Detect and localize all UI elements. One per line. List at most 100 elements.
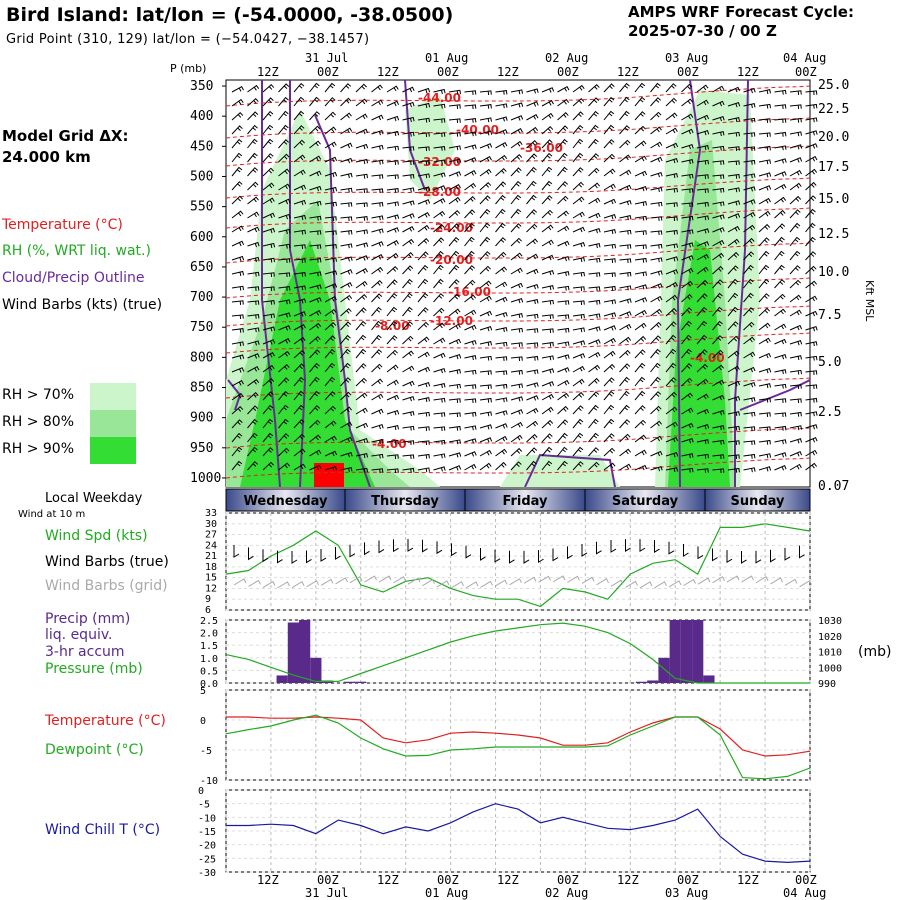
wind-barb [293,169,306,177]
wind-barb [231,152,243,163]
wind-barb [495,383,508,389]
wind-barb [324,283,338,289]
wind-barb [340,243,353,249]
wind-barb [634,215,647,221]
wind-barb [464,236,475,247]
wind-barb [712,145,725,151]
wind-barb [433,352,446,359]
precip-bar [355,681,367,683]
page-title: Bird Island: lat/lon = (-54.0000, -38.05… [6,4,454,26]
wind-barb [278,272,291,278]
wind-barb [510,252,523,261]
wind-barb [433,223,445,233]
wind-barb [231,285,244,291]
wind-barb [510,153,523,163]
wind-barb [789,438,803,444]
wind-barb-true [726,550,733,564]
wind-barb [231,86,244,93]
wind-barb [758,466,772,472]
wind-barb [262,461,274,471]
precip-tick-label: 1.0 [200,654,218,665]
wind-barb [464,195,476,205]
wind-barb [479,181,492,191]
wind-barb [603,433,615,443]
wind-barb [681,98,693,107]
wind-barb [805,236,816,247]
wind-barb-grid [581,576,595,584]
wind-barb-true [480,547,486,561]
wind-barb [650,391,662,401]
pressure-right-tick-label: 1020 [818,632,842,643]
cloud-outline-7 [734,79,749,487]
wind-barb [495,103,508,109]
wind-barb [293,390,305,401]
wind-barb [696,114,710,121]
wind-barb [386,320,398,331]
wind-barb-grid [683,578,696,587]
wind-barb [324,450,338,457]
wind-barb [371,349,383,359]
wind-barb [758,352,772,359]
wind-barb [665,187,678,193]
wind-barb [634,376,646,387]
wind-barb [278,338,291,345]
wind-barb [665,348,677,359]
wind-barb [247,286,260,291]
bottom-time-tick-label: 00Z [557,873,579,887]
wind-barb [309,310,322,317]
wind-barb [278,124,289,135]
wind-barb [572,418,584,429]
wind-barb [417,132,430,137]
wind-barb [278,213,291,220]
wind-barb [448,279,460,289]
wind-barb [727,213,741,219]
model-grid-value: 24.000 km [2,148,91,166]
wind-barb [681,467,694,473]
wind-barb [448,439,461,445]
wind-barb [603,404,615,415]
wind-barb [557,210,569,219]
pressure-tick-label: 950 [190,441,213,456]
wind-barb [386,335,398,345]
wind-barb [727,101,741,108]
wind-barb-grid [262,580,276,588]
wind-barb [758,197,771,205]
wind-tick-label: 21 [205,551,217,562]
wind-barb [247,391,259,401]
wind-barb [448,452,462,458]
wind-barb [681,173,694,179]
wind-barb [448,465,462,471]
wind-barb [433,337,446,345]
wind-barb [619,169,632,177]
wind-barb-grid [349,576,363,584]
temp-contour-label: -16.00 [448,285,491,299]
wind-barb [495,167,507,177]
wind-barb [464,438,477,444]
wind-barb [464,369,477,375]
wind-barb [495,194,506,205]
wind-barb [386,279,398,289]
wind-barb [696,378,709,387]
wind-barb-true [784,547,791,561]
wind-barb [619,139,631,149]
wind-barb-true [581,543,588,557]
wind-tick-label: 24 [205,540,217,551]
wind-barb [262,212,276,219]
precip-bar [310,657,322,683]
wind-barb [650,362,661,373]
weekday-label: Sunday [730,494,785,509]
wind-barb-true [755,550,762,564]
wind-barb [743,336,755,345]
wind-barb [247,327,260,333]
wind-barb [743,132,756,137]
wind-barb [774,398,787,403]
wind-barb [433,466,446,472]
wind-barb [231,181,243,191]
wind-barb [293,139,305,149]
wind-barb [557,138,568,149]
wind-barb [665,216,678,222]
windchill-tick-label: -10 [198,813,216,824]
wind-barb [448,250,460,261]
wind-barb [650,420,662,429]
wind-barb [619,323,632,331]
